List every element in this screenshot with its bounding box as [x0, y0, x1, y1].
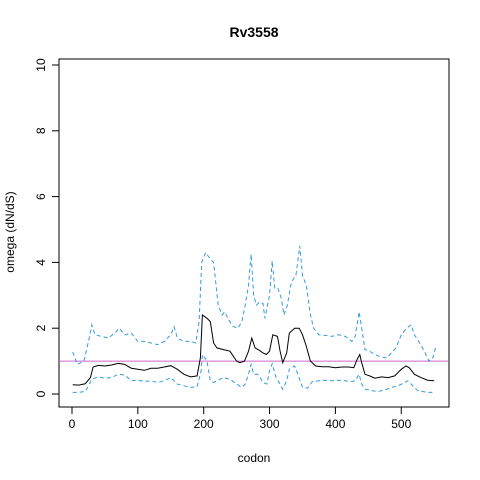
y-tick-label: 6	[34, 193, 48, 200]
y-tick-label: 10	[34, 58, 48, 72]
plot-frame	[58, 58, 450, 408]
upper-bound-series-line	[72, 245, 436, 366]
y-tick-label: 4	[34, 259, 48, 266]
chart-title: Rv3558	[229, 24, 278, 40]
y-tick-label: 0	[34, 390, 48, 397]
x-tick-label: 100	[128, 417, 148, 431]
x-tick-label: 500	[391, 417, 411, 431]
x-tick-label: 400	[325, 417, 345, 431]
x-axis-label: codon	[238, 451, 271, 465]
estimate-series-line	[72, 314, 435, 386]
x-tick-label: 200	[194, 417, 214, 431]
x-tick-label: 300	[260, 417, 280, 431]
y-axis-label: omega (dN/dS)	[3, 191, 17, 272]
y-tick-label: 8	[34, 127, 48, 134]
x-tick-label: 0	[69, 417, 76, 431]
lower-bound-series-line	[72, 353, 435, 393]
y-tick-label: 2	[34, 325, 48, 332]
